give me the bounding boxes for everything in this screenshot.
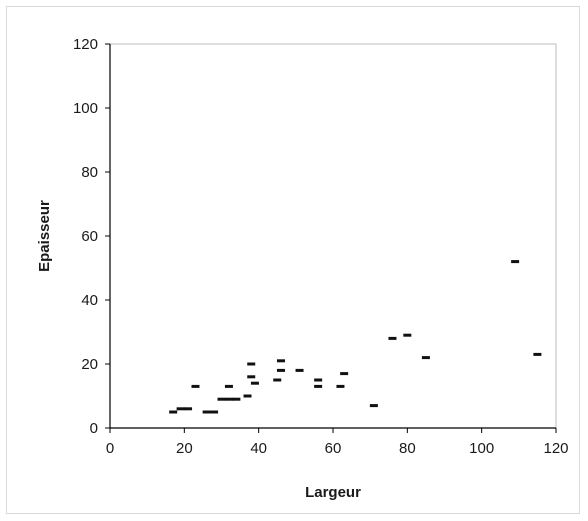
data-point: [217, 397, 226, 401]
y-tick-label: 20: [81, 356, 98, 373]
y-axis-title: Epaisseur: [36, 200, 53, 272]
data-point: [191, 384, 200, 388]
data-point: [314, 384, 323, 388]
data-point: [210, 410, 219, 414]
x-tick-label: 0: [106, 440, 114, 457]
y-tick-label: 120: [73, 36, 98, 53]
x-tick-label: 80: [399, 440, 416, 457]
data-point: [247, 375, 256, 379]
data-point: [184, 407, 193, 411]
data-point: [295, 368, 304, 372]
data-point: [250, 381, 259, 385]
data-point: [224, 384, 233, 388]
y-tick-label: 0: [90, 420, 98, 437]
x-tick-label: 40: [250, 440, 267, 457]
data-point: [276, 368, 285, 372]
data-point: [243, 394, 252, 398]
x-ticks: 0 20 40 60 80 100 120: [106, 428, 569, 457]
y-tick-label: 80: [81, 164, 98, 181]
data-point: [247, 362, 256, 366]
y-tick-label: 40: [81, 292, 98, 309]
data-point: [224, 397, 233, 401]
data-point: [169, 410, 178, 414]
x-tick-label: 120: [543, 440, 568, 457]
data-point: [369, 404, 378, 408]
data-point: [403, 333, 412, 337]
data-point: [336, 384, 345, 388]
plot-area: [109, 43, 557, 429]
x-axis-title: Largeur: [305, 484, 361, 501]
data-point: [511, 260, 520, 264]
data-point: [232, 397, 241, 401]
data-points: [169, 260, 542, 414]
x-tick-label: 20: [176, 440, 193, 457]
data-point: [388, 336, 397, 340]
x-tick-label: 60: [325, 440, 342, 457]
data-point: [273, 378, 282, 382]
data-point: [276, 359, 285, 363]
y-ticks: 0 20 40 60 80 100 120: [73, 36, 110, 437]
data-point: [533, 352, 542, 356]
data-point: [421, 356, 430, 360]
y-tick-label: 100: [73, 100, 98, 117]
data-point: [340, 372, 349, 376]
data-point: [202, 410, 211, 414]
data-point: [314, 378, 323, 382]
x-tick-label: 100: [469, 440, 494, 457]
y-tick-label: 60: [81, 228, 98, 245]
data-point: [176, 407, 185, 411]
